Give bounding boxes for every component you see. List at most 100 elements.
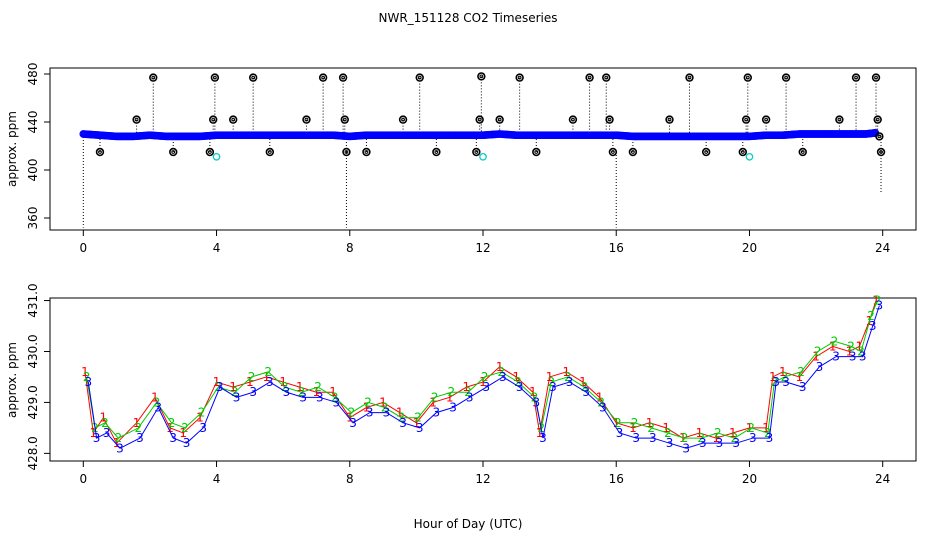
flagged-point-inner — [611, 150, 615, 154]
x-tick-label: 0 — [79, 241, 87, 255]
series-marker-2: 2 — [181, 421, 189, 435]
series-marker-3: 3 — [399, 416, 407, 430]
series-marker-3: 3 — [349, 416, 357, 430]
series-marker-2: 2 — [731, 431, 739, 445]
series-marker-1: 1 — [133, 416, 141, 430]
series-marker-3: 3 — [416, 421, 424, 435]
series-marker-2: 2 — [771, 375, 779, 389]
flagged-point — [340, 115, 349, 124]
series-marker-2: 2 — [298, 385, 306, 399]
series-marker-1: 1 — [762, 421, 770, 435]
flagged-point — [205, 147, 215, 157]
series-marker-3: 3 — [116, 441, 124, 455]
flagged-point-inner — [604, 75, 609, 80]
flagged-point-inner — [874, 75, 878, 80]
flagged-point — [685, 73, 694, 82]
series-marker-1: 1 — [246, 375, 254, 389]
flagged-point-inner — [587, 75, 592, 80]
flagged-point — [761, 115, 771, 124]
series-marker-1: 1 — [696, 426, 704, 440]
series-marker-3: 3 — [859, 350, 867, 364]
series-marker-2: 2 — [747, 421, 755, 435]
x-tick-label: 4 — [213, 241, 221, 255]
series-marker-3: 3 — [876, 299, 884, 313]
series-marker-1: 1 — [379, 395, 387, 409]
x-tick-label: 4 — [213, 472, 221, 486]
flagged-point — [781, 73, 791, 82]
flagged-point — [209, 115, 218, 124]
alt-point — [745, 152, 754, 161]
series-marker-1: 1 — [166, 421, 174, 435]
flagged-point-inner — [630, 150, 635, 154]
flagged-point-inner — [837, 117, 842, 122]
series-marker-2: 2 — [214, 380, 222, 394]
series-marker-1: 1 — [446, 390, 454, 404]
series-marker-2: 2 — [114, 431, 122, 445]
series-marker-3: 3 — [84, 375, 92, 389]
flagged-point-inner — [764, 117, 769, 122]
flagged-point-inner — [497, 117, 502, 122]
flagged-point — [149, 73, 158, 82]
series-marker-2: 2 — [874, 294, 882, 308]
flagged-point — [472, 147, 481, 157]
series-marker-3: 3 — [93, 431, 101, 445]
flagged-point-inner — [571, 117, 575, 122]
flagged-point — [835, 115, 844, 124]
series-marker-3: 3 — [333, 395, 341, 409]
flagged-point — [608, 147, 618, 157]
series-marker-3: 3 — [532, 395, 540, 409]
chart-title: NWR_151128 CO2 Timeseries — [379, 11, 558, 25]
series-marker-3: 3 — [466, 390, 474, 404]
series-marker-1: 1 — [846, 344, 854, 358]
flagged-point-inner — [401, 117, 405, 122]
series-line-2 — [86, 300, 879, 439]
flagged-point-inner — [231, 117, 236, 122]
y-tick-label: 430.0 — [26, 334, 40, 368]
flagged-point — [876, 147, 886, 157]
flagged-point — [665, 115, 674, 124]
flagged-point — [628, 147, 638, 157]
flagged-point — [338, 73, 348, 82]
flagged-point — [851, 73, 861, 82]
series-marker-3: 3 — [449, 401, 457, 415]
series-marker-2: 2 — [581, 380, 589, 394]
series-marker-2: 2 — [481, 370, 489, 384]
series-marker-3: 3 — [616, 426, 624, 440]
series-marker-2: 2 — [764, 426, 772, 440]
y-tick-label: 431.0 — [26, 283, 40, 317]
series-marker-2: 2 — [797, 365, 805, 379]
x-tick-label: 0 — [79, 472, 87, 486]
flagged-point — [342, 147, 351, 157]
series-marker-3: 3 — [766, 431, 774, 445]
flagged-point — [532, 147, 541, 157]
flagged-point-inner — [434, 150, 439, 154]
alt-point — [212, 152, 221, 161]
series-marker-1: 1 — [812, 350, 820, 364]
series-marker-1: 1 — [829, 339, 837, 353]
flagged-point-inner — [687, 75, 692, 80]
flagged-point — [302, 115, 311, 124]
series-marker-1: 1 — [579, 375, 587, 389]
series-marker-1: 1 — [229, 380, 237, 394]
series-marker-2: 2 — [867, 309, 875, 323]
flagged-point — [415, 73, 424, 82]
x-tick-label: 8 — [346, 241, 354, 255]
series-marker-1: 1 — [429, 395, 437, 409]
flagged-point — [741, 115, 751, 124]
series-marker-2: 2 — [431, 390, 439, 404]
flagged-point-inner — [417, 75, 422, 80]
flagged-point-inner — [474, 150, 479, 154]
series-marker-1: 1 — [769, 370, 777, 384]
flagged-point-inner — [879, 150, 883, 154]
series-marker-1: 1 — [612, 416, 620, 430]
series-marker-1: 1 — [596, 390, 604, 404]
series-marker-2: 2 — [348, 406, 356, 420]
series-marker-3: 3 — [869, 319, 877, 333]
series-line-3 — [87, 305, 880, 449]
series-marker-1: 1 — [512, 370, 520, 384]
series-marker-2: 2 — [647, 421, 655, 435]
flagged-point — [248, 73, 258, 82]
series-marker-3: 3 — [772, 375, 780, 389]
bottom-panel-ylabel: approx. ppm — [5, 342, 19, 418]
series-marker-1: 1 — [151, 390, 159, 404]
